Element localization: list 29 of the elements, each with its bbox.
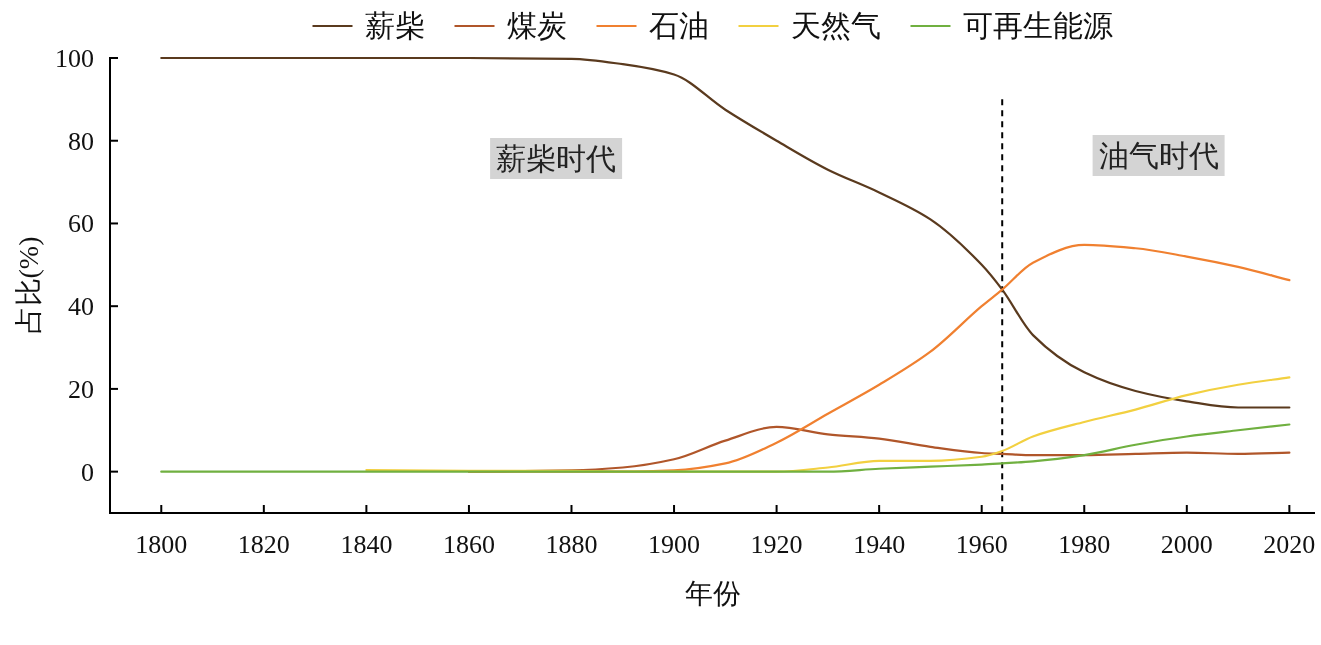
x-tick-label: 1840 [340,530,393,559]
y-tick-label: 60 [68,209,94,239]
legend-label: 薪柴 [364,9,425,42]
legend-label: 可再生能源 [962,9,1113,42]
y-tick-label: 40 [68,292,94,322]
annotation: 薪柴时代 [490,138,623,179]
y-axis-title: 占比(%) [13,236,44,335]
x-tick-label: 1940 [853,530,906,559]
legend-label: 天然气 [790,9,881,42]
x-tick-label: 2020 [1263,530,1316,559]
x-tick-label: 1800 [135,530,188,559]
x-tick-label: 1900 [648,530,701,559]
x-tick-label: 1820 [237,530,290,559]
y-tick-label: 80 [68,126,94,156]
legend-label: 石油 [648,9,709,42]
annotation: 薪柴时代 [496,142,617,175]
x-tick-label: 1960 [955,530,1008,559]
annotation: 油气时代 [1098,139,1219,172]
y-tick-label: 100 [55,44,94,73]
x-tick-label: 1980 [1058,530,1111,559]
y-tick-label: 20 [68,374,94,404]
y-tick-label: 0 [81,457,94,487]
x-tick-label: 1860 [442,530,495,559]
annotation: 油气时代 [1092,135,1225,176]
x-tick-label: 2000 [1160,530,1213,559]
legend-label: 煤炭 [506,9,567,42]
x-tick-label: 1920 [750,530,803,559]
x-axis-title: 年份 [684,578,741,609]
x-tick-label: 1880 [545,530,598,559]
